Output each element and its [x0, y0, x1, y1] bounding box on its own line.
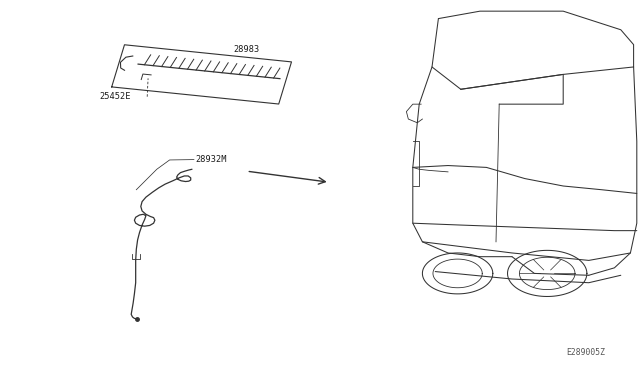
Text: 25452E: 25452E: [99, 92, 131, 100]
Text: 28932M: 28932M: [195, 155, 227, 164]
Text: 28983: 28983: [234, 45, 260, 54]
Text: E289005Z: E289005Z: [566, 348, 605, 357]
